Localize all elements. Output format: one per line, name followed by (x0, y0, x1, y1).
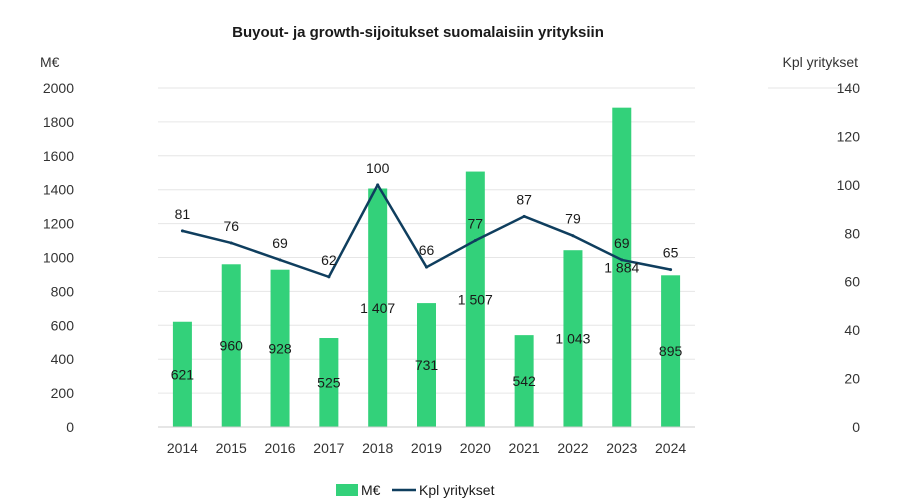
bar-2019 (417, 303, 436, 427)
line-value-label: 100 (366, 160, 390, 176)
bar-value-label: 1 043 (555, 331, 590, 347)
line-value-label: 65 (663, 245, 679, 261)
bar-value-label: 1 884 (604, 259, 639, 275)
left-axis-tick-label: 1800 (43, 114, 74, 130)
x-axis-tick-label: 2022 (557, 440, 588, 456)
x-axis-tick-label: 2021 (509, 440, 540, 456)
x-axis-tick-label: 2014 (167, 440, 198, 456)
right-axis-tick-label: 0 (852, 419, 860, 435)
x-axis-tick-label: 2018 (362, 440, 393, 456)
line-value-label: 62 (321, 252, 337, 268)
bar-value-label: 960 (220, 338, 244, 354)
left-axis-tick-label: 1600 (43, 148, 74, 164)
x-axis-tick-label: 2024 (655, 440, 686, 456)
line-point-2020 (473, 239, 477, 243)
line-point-2018 (376, 183, 380, 187)
line-value-label: 66 (419, 242, 435, 258)
line-value-label: 69 (272, 235, 288, 251)
left-axis-tick-label: 800 (51, 283, 75, 299)
bar-value-label: 1 407 (360, 300, 395, 316)
bar-2021 (514, 335, 534, 427)
line-point-2019 (425, 265, 428, 269)
line-point-2017 (327, 275, 331, 279)
line-value-label: 87 (516, 191, 532, 207)
bar-value-label: 731 (415, 357, 439, 373)
right-axis-unit: Kpl yritykset (783, 54, 859, 70)
bar-2015 (221, 264, 241, 427)
line-point-2015 (229, 241, 233, 245)
left-axis-unit: M€ (40, 54, 60, 70)
bar-2017 (319, 338, 339, 427)
bar-2014 (172, 321, 192, 427)
line-point-2023 (620, 258, 624, 262)
left-axis-tick-label: 400 (51, 351, 75, 367)
x-axis-tick-label: 2015 (216, 440, 247, 456)
x-axis-tick-label: 2023 (606, 440, 637, 456)
chart-title: Buyout- ja growth-sijoitukset suomalaisi… (232, 24, 604, 41)
left-axis-tick-label: 200 (51, 385, 75, 401)
bar-2022 (563, 250, 583, 427)
bar-2018 (368, 188, 388, 427)
x-axis-tick-label: 2019 (411, 440, 442, 456)
right-axis-tick-label: 20 (844, 371, 860, 387)
legend-label-line: Kpl yritykset (419, 482, 495, 498)
right-axis-tick-label: 60 (844, 274, 860, 290)
left-axis-tick-label: 600 (51, 317, 75, 333)
left-axis-tick-label: 2000 (43, 80, 74, 96)
bar-value-label: 1 507 (458, 291, 493, 307)
bar-2024 (661, 275, 681, 427)
x-axis-tick-label: 2020 (460, 440, 491, 456)
line-series (180, 183, 673, 279)
bar-value-label: 542 (512, 373, 536, 389)
line-value-label: 77 (468, 216, 484, 232)
bar-value-label: 895 (659, 343, 683, 359)
right-axis-tick-label: 80 (844, 225, 860, 241)
line-point-2014 (180, 229, 184, 233)
bar-value-label: 621 (171, 366, 195, 382)
left-axis-tick-label: 1200 (43, 216, 74, 232)
legend-label-bars: M€ (361, 482, 381, 498)
gridlines (158, 87, 858, 394)
left-axis-tick-label: 1000 (43, 250, 74, 266)
line-value-label: 79 (565, 211, 581, 227)
line-value-label: 81 (175, 206, 191, 222)
axes: 0 200 400 600 800 1000 1200 1400 1600 1800 2000 0 20… (43, 80, 860, 456)
bar-2016 (270, 269, 290, 427)
line-value-label: 76 (223, 218, 239, 234)
right-axis-tick-label: 100 (837, 177, 861, 193)
x-axis-tick-label: 2017 (313, 440, 344, 456)
line-point-2021 (522, 214, 526, 218)
right-axis-tick-label: 40 (844, 322, 860, 338)
bar-2023 (612, 107, 632, 428)
left-axis-tick-label: 0 (66, 419, 74, 435)
line-point-2016 (278, 258, 282, 262)
line-value-label: 69 (614, 235, 630, 251)
bar-value-label: 928 (268, 340, 292, 356)
data-labels: 621 960 928 525 1 407 731 1 507 542 1 043 1 884 89… (171, 160, 683, 391)
legend: M€ Kpl yritykset (336, 482, 495, 498)
right-axis-tick-label: 140 (837, 80, 861, 96)
line-point-2024 (669, 268, 673, 272)
line-point-2022 (571, 234, 575, 238)
right-axis-tick-label: 120 (837, 128, 861, 144)
left-axis-tick-label: 1400 (43, 182, 74, 198)
x-axis-tick-label: 2016 (264, 440, 295, 456)
bar-value-label: 525 (317, 375, 341, 391)
legend-swatch-bars (336, 484, 358, 496)
series-line-kpl-yritykset (182, 183, 671, 279)
bar-2020 (465, 171, 485, 427)
bar-series (172, 107, 681, 428)
